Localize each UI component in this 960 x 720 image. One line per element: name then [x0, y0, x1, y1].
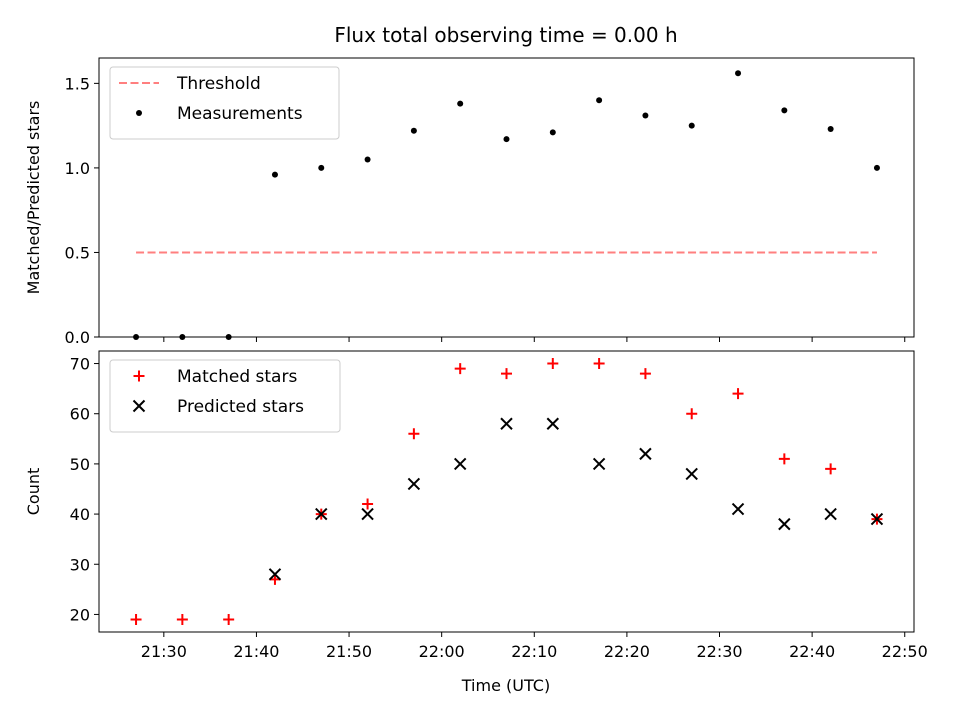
- matched-star-point: [686, 408, 698, 420]
- axes-frame: [98, 350, 915, 633]
- predicted-star-point: [407, 477, 421, 491]
- matched-star-point: [408, 428, 420, 440]
- measurement-point: [596, 97, 603, 104]
- y-tick-label: 50: [70, 455, 90, 474]
- x-tick-label: 22:50: [882, 642, 928, 661]
- measurement-point: [688, 122, 695, 129]
- predicted-star-point: [778, 517, 791, 531]
- predicted-star-point: [546, 417, 560, 430]
- y-tick-label: 0.5: [65, 243, 90, 262]
- legend-swatch: [136, 110, 142, 116]
- predicted-star-point: [592, 457, 606, 471]
- legend-label: Threshold: [176, 74, 261, 94]
- matched-star-point: [501, 368, 512, 380]
- measurement-point: [735, 70, 742, 77]
- matched-star-point: [778, 453, 790, 465]
- y-tick-label: 40: [70, 505, 90, 524]
- measurement-point: [318, 164, 325, 171]
- x-tick-label: 21:40: [233, 642, 279, 661]
- x-tick-label: 22:40: [789, 642, 835, 661]
- predicted-star-point: [500, 417, 513, 430]
- matched-star-point: [547, 358, 559, 370]
- measurement-point: [873, 164, 880, 171]
- y-tick-label: 1.5: [65, 74, 90, 93]
- x-tick-label: 22:20: [604, 642, 650, 661]
- y-tick-label: 30: [70, 555, 90, 574]
- matched-star-point: [639, 368, 651, 380]
- measurement-point: [503, 136, 510, 143]
- count-panel: 21:30 21:40 21:50 22:00 22:10 22:20 22:30 22:40…: [24, 350, 928, 661]
- y-axis-label: Matched/Predicted stars: [24, 101, 43, 295]
- matched-star-point: [454, 363, 466, 375]
- predicted-star-point: [268, 568, 282, 581]
- x-tick-label: 22:10: [511, 642, 557, 661]
- x-tick-label: 21:50: [326, 642, 372, 661]
- matched-star-point: [593, 358, 605, 370]
- predicted-star-point: [824, 507, 837, 521]
- y-tick-label: 0.0: [65, 328, 90, 347]
- predicted-star-point: [453, 457, 467, 471]
- predicted-star-point: [315, 507, 328, 521]
- measurement-point: [827, 126, 834, 133]
- predicted-star-point: [361, 507, 374, 521]
- legend-label: Matched stars: [177, 367, 297, 387]
- legend: Threshold Measurements: [109, 66, 340, 140]
- legend: Matched stars Predicted stars: [109, 359, 341, 433]
- predicted-star-point: [731, 502, 745, 516]
- matched-star-point: [176, 613, 188, 625]
- predicted-star-point: [870, 512, 884, 526]
- legend-label: Predicted stars: [177, 397, 304, 417]
- legend-box: [109, 66, 340, 140]
- predicted-star-point: [685, 467, 698, 481]
- measurement-point: [364, 156, 371, 163]
- matched-star-point: [362, 498, 374, 510]
- measurement-point: [781, 107, 788, 114]
- ratio-panel: 0.0 0.5 1.0 1.5 Matched/Predicted stars Thres…: [24, 57, 915, 347]
- x-tick-label: 22:30: [696, 642, 742, 661]
- x-tick-label: 21:30: [141, 642, 187, 661]
- y-tick-label: 70: [70, 355, 90, 374]
- chart-title: Flux total observing time = 0.00 h: [334, 23, 677, 47]
- y-tick-label: 20: [70, 605, 90, 624]
- x-tick-label: 22:00: [419, 642, 465, 661]
- legend-swatch: [133, 370, 145, 382]
- measurement-point: [549, 129, 556, 136]
- predicted-star-point: [639, 447, 652, 461]
- y-tick-label: 60: [70, 405, 90, 424]
- matched-star-point: [732, 388, 744, 400]
- measurement-point: [271, 171, 278, 178]
- y-tick-label: 1.0: [65, 159, 90, 178]
- legend-box: [109, 359, 341, 433]
- y-axis-label: Count: [24, 468, 43, 516]
- legend-swatch: [132, 399, 146, 413]
- x-axis-label: Time (UTC): [461, 676, 550, 695]
- axes-frame: [98, 57, 915, 338]
- matched-star-point: [130, 613, 142, 625]
- measurement-point: [457, 100, 464, 107]
- measurement-point: [642, 112, 649, 119]
- matched-star-point: [825, 463, 837, 475]
- matched-star-point: [223, 613, 235, 625]
- measurement-point: [410, 127, 417, 134]
- legend-label: Measurements: [177, 104, 303, 124]
